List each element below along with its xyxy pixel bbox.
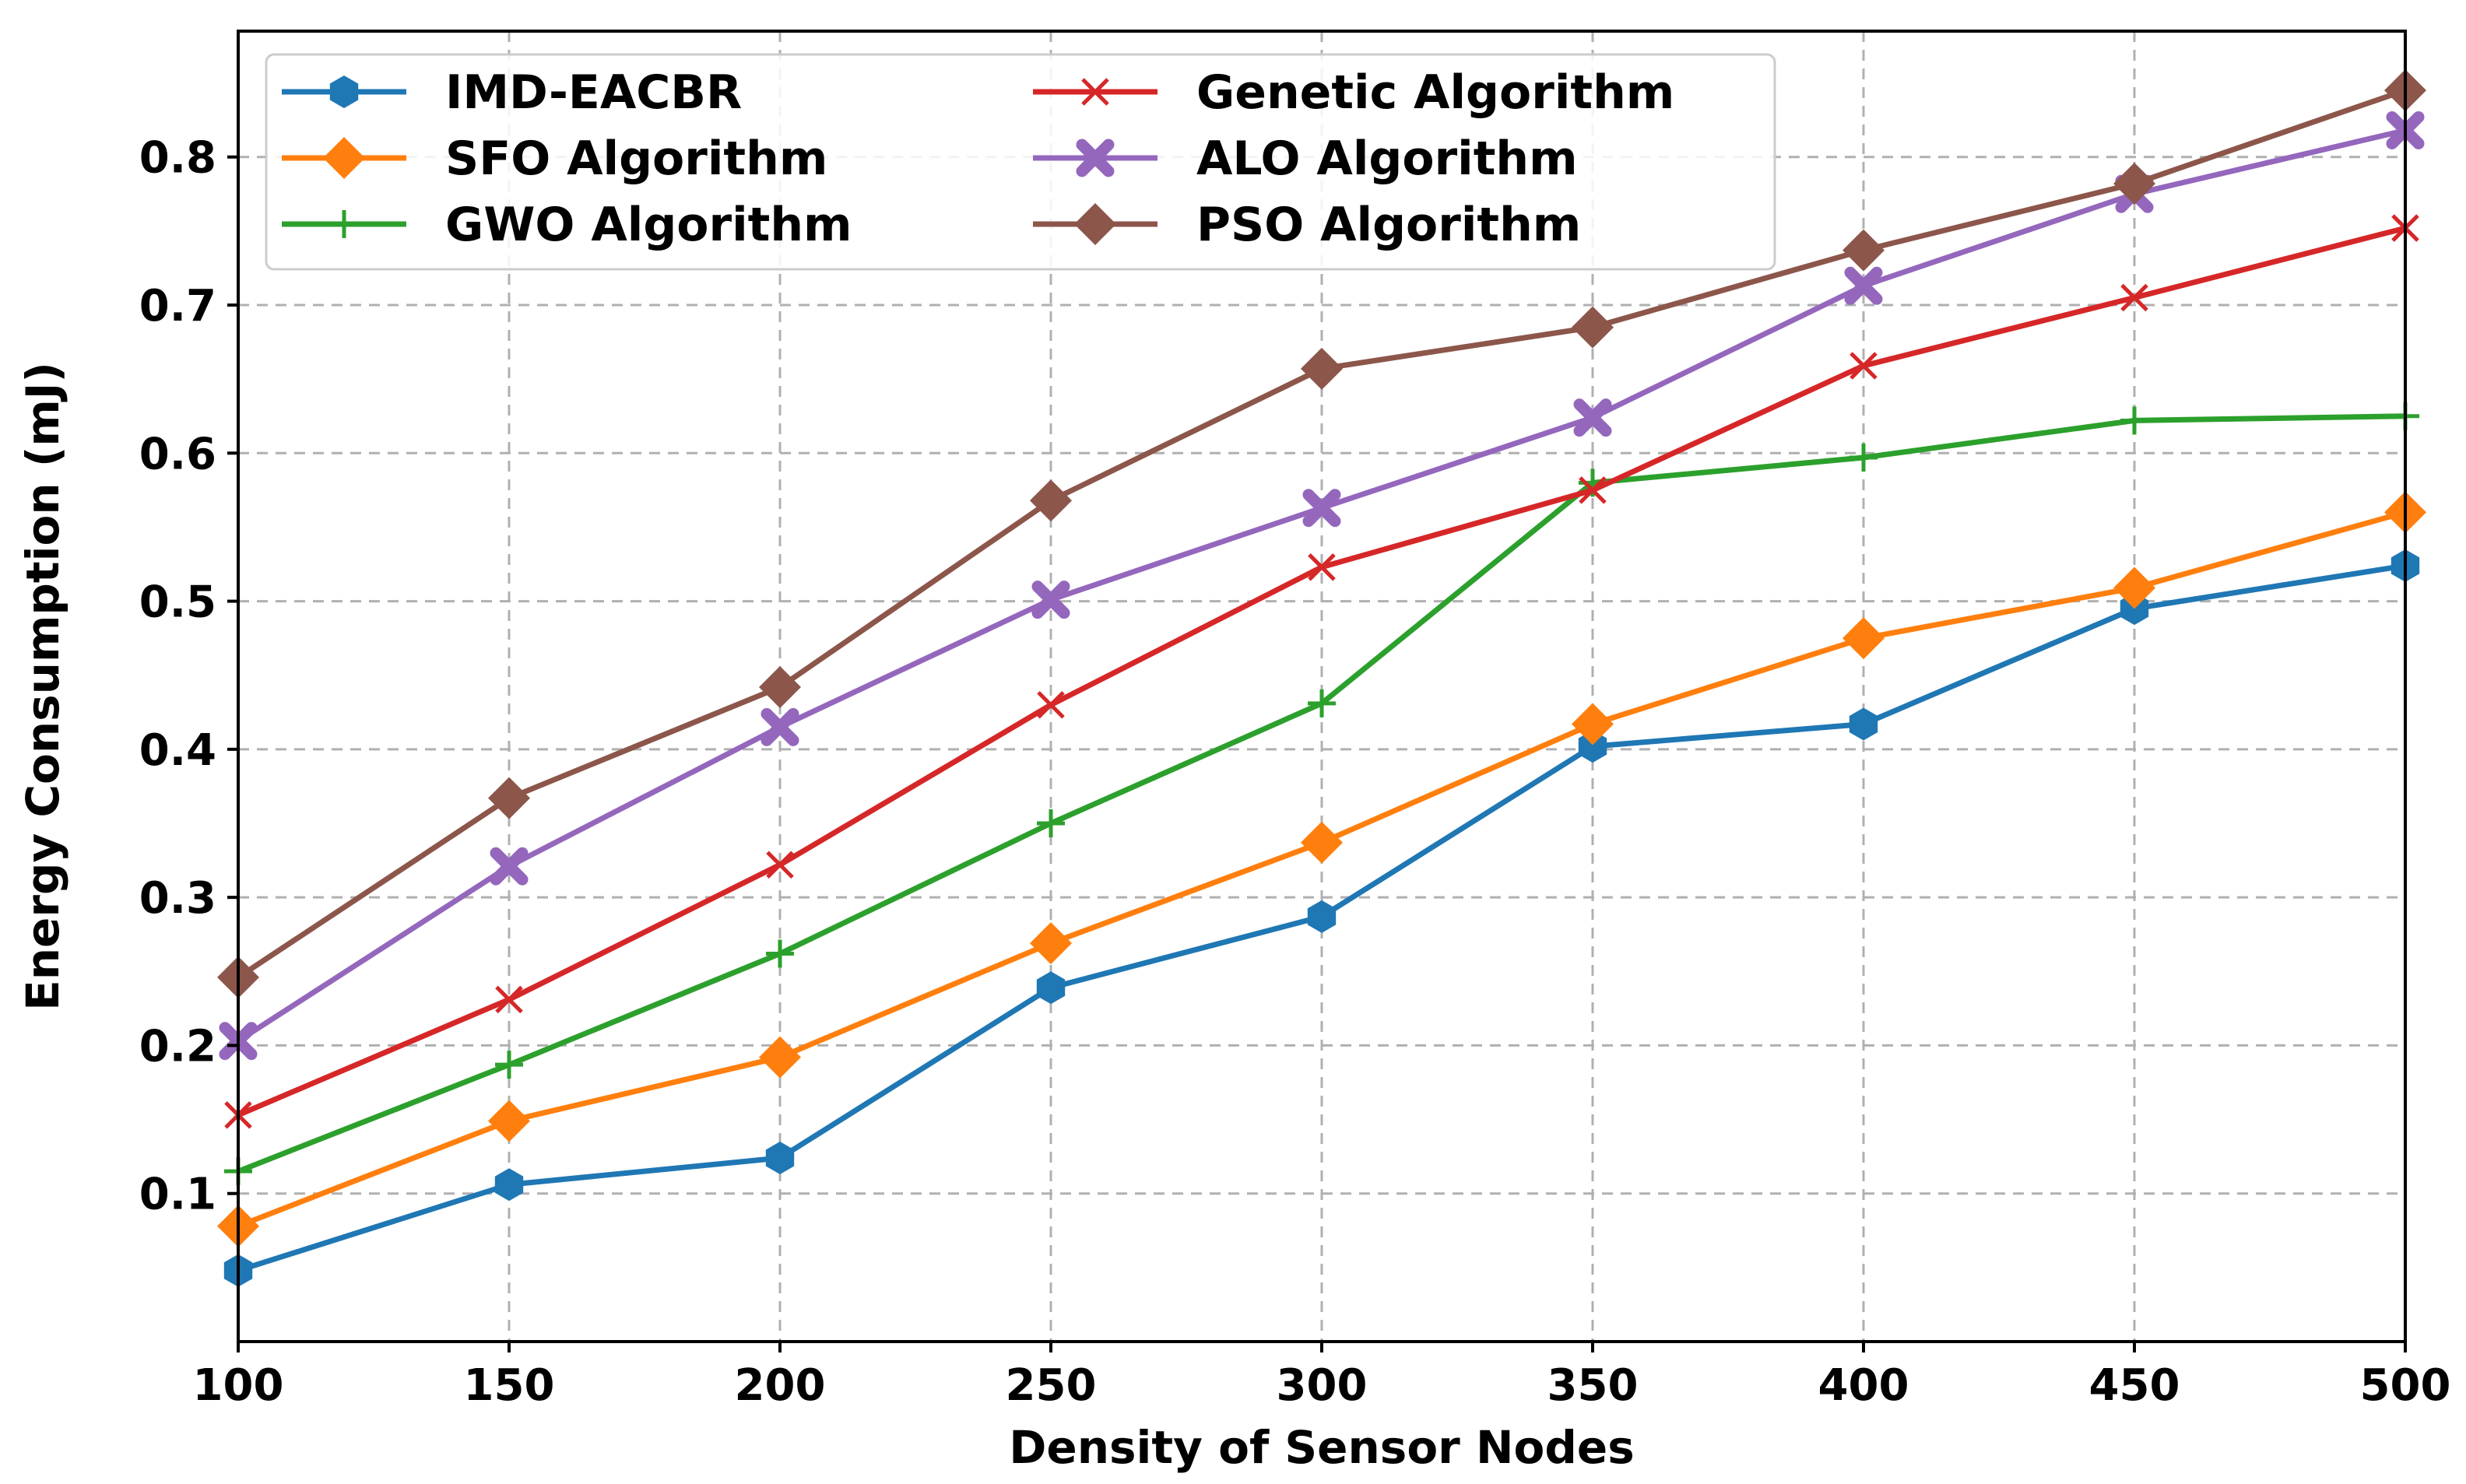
y-tick-label: 0.5 xyxy=(139,577,216,628)
data-point-imd-eacbr-250 xyxy=(1036,971,1066,1005)
legend-label-sfo-algorithm: SFO Algorithm xyxy=(445,132,827,186)
series-genetic-algorithm xyxy=(224,214,2419,1129)
data-point-pso-algorithm-200 xyxy=(759,665,801,708)
data-point-alo-algorithm-250 xyxy=(1031,581,1070,619)
data-point-pso-algorithm-450 xyxy=(2113,162,2155,205)
legend-box xyxy=(265,53,1776,271)
data-point-pso-algorithm-400 xyxy=(1842,229,1885,272)
legend-item-gwo-algorithm: GWO Algorithm xyxy=(282,198,852,252)
legend-item-pso-algorithm: PSO Algorithm xyxy=(1033,198,1581,252)
data-point-genetic-algorithm-150 xyxy=(495,985,523,1014)
y-tick-label: 0.2 xyxy=(139,1021,216,1072)
data-point-alo-algorithm-200 xyxy=(761,707,799,746)
x-tick-label: 100 xyxy=(193,1360,284,1411)
data-point-sfo-algorithm-200 xyxy=(759,1036,801,1079)
data-point-imd-eacbr-400 xyxy=(1849,707,1878,741)
data-point-sfo-algorithm-450 xyxy=(2113,567,2155,609)
data-point-imd-eacbr-350 xyxy=(1578,730,1607,763)
legend-marker-imd-eacbr xyxy=(329,75,359,108)
y-tick-label: 0.4 xyxy=(139,725,216,776)
legend-marker-gwo-algorithm xyxy=(330,210,358,238)
y-tick-label: 0.7 xyxy=(139,281,216,332)
legend-label-genetic-algorithm: Genetic Algorithm xyxy=(1196,65,1674,120)
data-point-imd-eacbr-200 xyxy=(765,1142,795,1174)
data-point-genetic-algorithm-200 xyxy=(766,851,794,879)
x-tick-label: 300 xyxy=(1277,1360,1368,1411)
legend-label-gwo-algorithm: GWO Algorithm xyxy=(445,198,852,252)
data-point-genetic-algorithm-400 xyxy=(1850,352,1878,380)
data-point-sfo-algorithm-150 xyxy=(488,1100,530,1142)
data-point-genetic-algorithm-300 xyxy=(1308,553,1336,581)
data-point-gwo-algorithm-250 xyxy=(1037,809,1065,838)
data-point-alo-algorithm-350 xyxy=(1573,398,1612,437)
data-point-sfo-algorithm-400 xyxy=(1842,617,1885,660)
data-point-genetic-algorithm-350 xyxy=(1579,476,1607,504)
legend-label-pso-algorithm: PSO Algorithm xyxy=(1196,198,1581,252)
x-tick-label: 400 xyxy=(1818,1360,1909,1411)
data-point-sfo-algorithm-250 xyxy=(1030,922,1072,965)
data-point-gwo-algorithm-400 xyxy=(1850,444,1878,472)
legend-item-imd-eacbr: IMD-EACBR xyxy=(282,65,742,120)
legend-marker-genetic-algorithm xyxy=(1081,78,1109,106)
x-tick-label: 500 xyxy=(2360,1360,2451,1411)
x-axis-label: Density of Sensor Nodes xyxy=(1009,1421,1635,1474)
series-sfo-algorithm xyxy=(217,491,2426,1247)
data-point-alo-algorithm-150 xyxy=(490,847,529,886)
x-tick-label: 250 xyxy=(1006,1360,1097,1411)
data-point-pso-algorithm-150 xyxy=(488,777,530,819)
data-point-gwo-algorithm-450 xyxy=(2120,406,2148,435)
x-tick-label: 350 xyxy=(1547,1360,1639,1411)
data-point-sfo-algorithm-300 xyxy=(1301,821,1343,864)
legend-marker-pso-algorithm xyxy=(1074,203,1116,245)
data-point-sfo-algorithm-350 xyxy=(1572,703,1614,746)
legend-marker-alo-algorithm xyxy=(1076,139,1115,177)
data-point-gwo-algorithm-300 xyxy=(1308,689,1336,717)
legend-item-sfo-algorithm: SFO Algorithm xyxy=(282,132,827,186)
legend-item-alo-algorithm: ALO Algorithm xyxy=(1033,132,1578,186)
data-point-gwo-algorithm-150 xyxy=(495,1051,523,1079)
data-point-pso-algorithm-250 xyxy=(1030,479,1072,522)
axis-ticks: 100 150 200 250 300 350 400 450 500 0.1 0.2 0.3 0.4 0… xyxy=(139,133,2451,1411)
y-axis-label: Energy Consumption (mJ) xyxy=(16,362,69,1011)
series-line-gwo-algorithm xyxy=(237,413,2406,1174)
series-pso-algorithm xyxy=(217,69,2426,998)
legend-marker-sfo-algorithm xyxy=(323,137,365,179)
x-tick-label: 150 xyxy=(464,1360,555,1411)
legend-label-alo-algorithm: ALO Algorithm xyxy=(1196,132,1578,186)
legend: IMD-EACBR SFO Algorithm GWO Algorithm Genet… xyxy=(265,53,1776,271)
legend-item-genetic-algorithm: Genetic Algorithm xyxy=(1033,65,1674,120)
data-point-alo-algorithm-400 xyxy=(1844,266,1883,305)
y-tick-label: 0.6 xyxy=(139,429,216,479)
y-tick-label: 0.1 xyxy=(139,1170,216,1220)
data-point-pso-algorithm-350 xyxy=(1572,306,1614,349)
data-point-alo-algorithm-300 xyxy=(1302,489,1341,528)
data-point-imd-eacbr-150 xyxy=(494,1168,524,1202)
y-tick-label: 0.3 xyxy=(139,873,216,924)
data-point-pso-algorithm-300 xyxy=(1301,347,1343,390)
x-tick-label: 450 xyxy=(2089,1360,2180,1411)
x-tick-label: 200 xyxy=(735,1360,826,1411)
data-point-genetic-algorithm-450 xyxy=(2120,283,2148,312)
data-point-genetic-algorithm-250 xyxy=(1037,691,1065,719)
data-point-gwo-algorithm-200 xyxy=(766,939,794,968)
data-point-imd-eacbr-300 xyxy=(1307,900,1337,933)
legend-label-imd-eacbr: IMD-EACBR xyxy=(445,65,742,120)
y-tick-label: 0.8 xyxy=(139,133,216,184)
